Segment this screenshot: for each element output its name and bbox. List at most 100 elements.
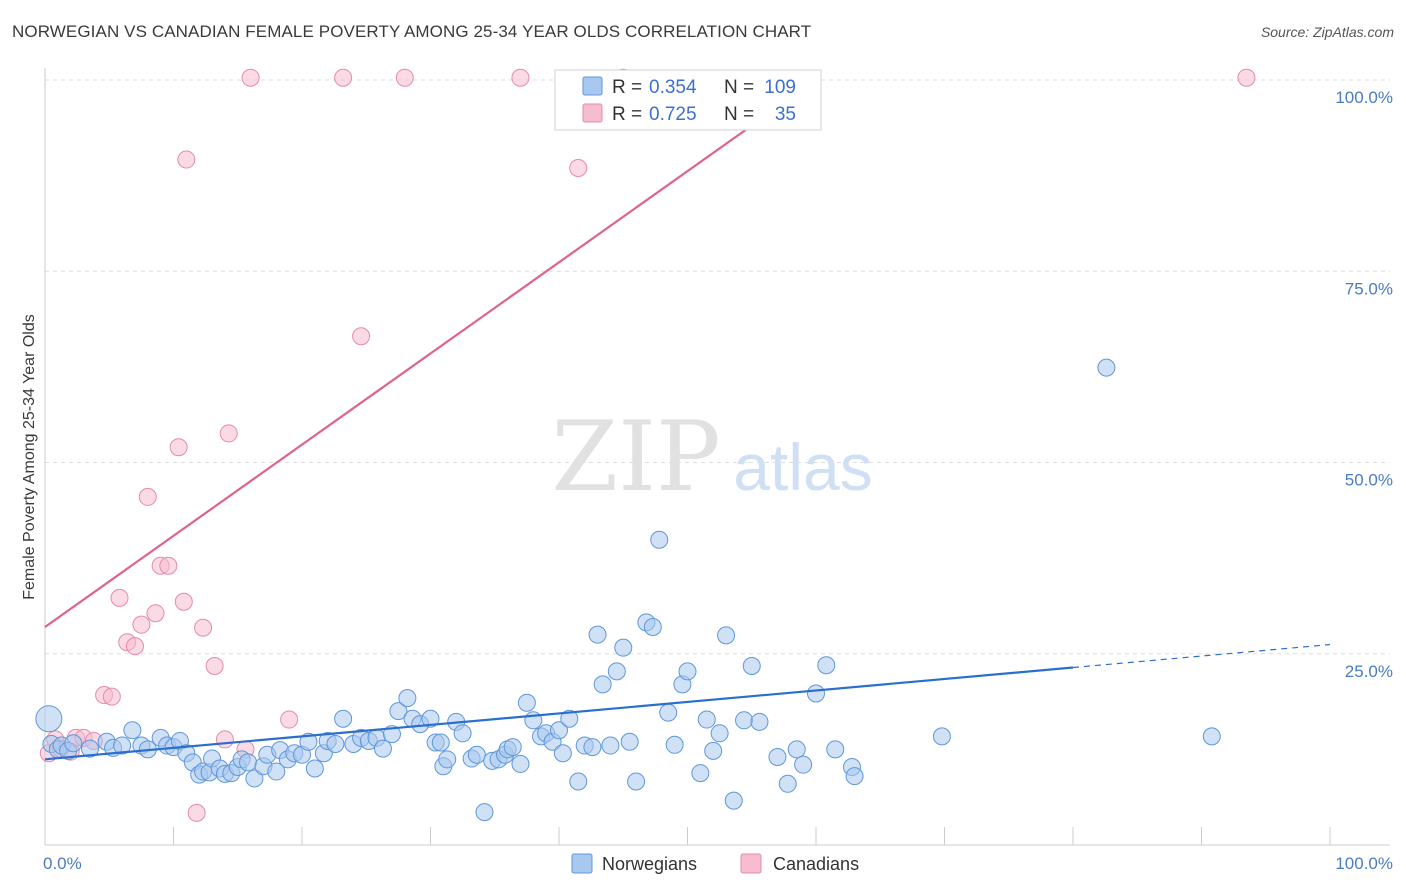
norwegian-point-61 <box>467 745 486 764</box>
canadian-point-21 <box>194 618 213 637</box>
norwegian-point-114 <box>1202 727 1221 746</box>
series-legend: Norwegians Canadians <box>571 853 859 874</box>
canadian-legend-swatch <box>582 103 603 123</box>
norwegian-point-41 <box>326 735 345 754</box>
norwegian-point-98 <box>717 626 736 645</box>
norwegian-point-9 <box>113 736 132 755</box>
legend-canadians-label: Canadians <box>773 854 859 874</box>
norwegian-point-99 <box>724 791 743 810</box>
norwegian-point-62 <box>475 803 494 822</box>
norwegian-point-79 <box>583 738 602 757</box>
norwegian-point-111 <box>845 767 864 786</box>
norwegian-point-55 <box>431 733 450 752</box>
norwegian-point-109 <box>826 740 845 759</box>
norwegian-point-28 <box>239 753 258 772</box>
canadian-point-17 <box>169 438 188 457</box>
norwegian-point-105 <box>787 740 806 759</box>
canadian-point-20 <box>187 803 206 822</box>
norwegian-point-6 <box>80 739 99 758</box>
canadian-r-label: R = <box>612 104 642 125</box>
stats-legend: R = 0.354 N = 109 R = 0.725 N = 35 <box>554 69 822 131</box>
canadian-point-29 <box>352 327 371 346</box>
norwegian-point-82 <box>601 736 620 755</box>
norwegian-point-93 <box>678 662 697 681</box>
norwegian-point-91 <box>665 735 684 754</box>
chart-source: Source: ZipAtlas.com <box>1260 24 1394 40</box>
norwegian-point-106 <box>794 755 813 774</box>
canadian-point-19 <box>177 150 196 169</box>
canadian-point-23 <box>215 730 234 749</box>
norwegian-point-95 <box>697 710 716 729</box>
canadian-point-26 <box>241 68 260 87</box>
norwegian-point-108 <box>817 656 836 675</box>
norwegian-point-103 <box>768 748 787 767</box>
canadian-point-34 <box>1237 68 1256 87</box>
norwegian-legend-swatch <box>582 76 603 96</box>
norwegian-point-67 <box>503 738 522 757</box>
norwegian-n-label: N = <box>724 77 754 98</box>
canadian-point-31 <box>511 68 530 87</box>
norwegian-point-32 <box>267 762 286 781</box>
norwegian-trend-extension <box>1072 643 1331 669</box>
y-tick-label-1: 50.0% <box>1345 471 1393 490</box>
watermark: ZIP atlas <box>551 401 872 513</box>
norwegian-point-47 <box>373 739 392 758</box>
grid-lines <box>45 79 1390 655</box>
canadian-point-28 <box>334 68 353 87</box>
norwegian-point-48 <box>382 725 401 744</box>
norwegian-point-107 <box>807 684 825 703</box>
norwegian-point-10 <box>123 721 142 740</box>
legend-canadians-swatch <box>740 853 762 874</box>
norwegian-point-112 <box>932 727 951 746</box>
norwegian-point-97 <box>710 724 729 743</box>
norwegian-point-38 <box>305 759 324 778</box>
norwegian-point-104 <box>778 774 797 793</box>
norwegian-point-0 <box>35 705 63 733</box>
norwegian-point-5 <box>64 734 83 753</box>
norwegian-point-90 <box>659 703 678 722</box>
norwegian-point-50 <box>398 689 417 708</box>
norwegian-point-37 <box>299 732 318 751</box>
norwegian-r-label: R = <box>612 77 642 98</box>
canadian-r-value: 0.725 <box>649 104 697 125</box>
canadian-point-14 <box>146 604 165 623</box>
norwegian-point-68 <box>511 754 530 773</box>
norwegian-point-77 <box>569 772 588 791</box>
norwegian-point-53 <box>421 709 440 728</box>
canadian-point-12 <box>132 615 151 634</box>
tick-labels: 25.0% 50.0% 75.0% 100.0% 0.0% 100.0% <box>43 88 1393 873</box>
norwegian-point-74 <box>550 721 568 740</box>
norwegian-point-94 <box>691 764 710 783</box>
canadian-point-30 <box>395 68 414 87</box>
norwegian-point-100 <box>735 711 754 730</box>
norwegian-point-88 <box>643 617 662 636</box>
y-tick-label-3: 100.0% <box>1335 88 1393 107</box>
norwegian-points <box>35 358 1221 822</box>
legend-norwegians-swatch <box>571 853 593 874</box>
y-tick-label-0: 25.0% <box>1345 662 1393 681</box>
norwegian-point-102 <box>750 712 769 731</box>
norwegian-point-96 <box>704 741 723 760</box>
canadian-point-16 <box>159 556 178 575</box>
norwegian-trend-line <box>44 666 1074 761</box>
legend-norwegians-label: Norwegians <box>602 854 697 874</box>
watermark-atlas: atlas <box>733 430 872 504</box>
canadian-point-27 <box>280 710 299 729</box>
canadian-point-13 <box>138 487 157 506</box>
norwegian-point-84 <box>614 638 633 657</box>
norwegian-point-83 <box>607 662 626 681</box>
norwegian-point-29 <box>245 769 264 788</box>
norwegian-n-value: 109 <box>764 77 796 98</box>
canadian-point-11 <box>125 637 144 656</box>
canadian-point-32 <box>569 158 588 177</box>
norwegian-r-value: 0.354 <box>649 77 697 98</box>
norwegian-point-113 <box>1097 358 1116 377</box>
canadian-point-8 <box>102 687 121 706</box>
x-tick-label-0: 0.0% <box>43 854 82 873</box>
x-tick-label-1: 100.0% <box>1335 854 1393 873</box>
norwegian-point-86 <box>627 772 646 791</box>
canadian-point-22 <box>205 656 224 675</box>
y-tick-label-2: 75.0% <box>1345 279 1393 298</box>
canadian-point-18 <box>174 592 193 611</box>
